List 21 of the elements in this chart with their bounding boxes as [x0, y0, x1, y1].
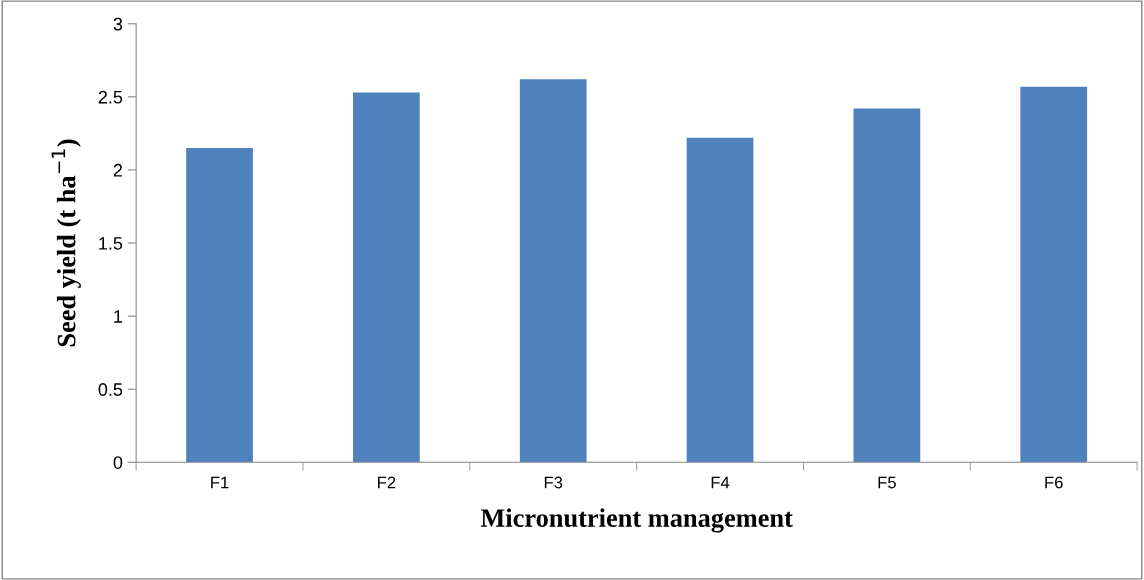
x-tick-label: F4 [711, 476, 730, 489]
x-tick-label: F2 [378, 476, 396, 489]
bar [353, 92, 420, 463]
y-tick-label: 2 [113, 163, 123, 177]
x-tick-label: F6 [1045, 476, 1063, 489]
bar [1020, 86, 1088, 463]
bar [186, 148, 253, 463]
y-tick-label: 0.5 [98, 383, 123, 396]
x-tick-label: F1 [211, 476, 229, 489]
y-tick-label: 1.5 [99, 237, 123, 250]
y-tick-label: 3 [113, 17, 123, 31]
bar [686, 137, 754, 463]
bar [519, 79, 587, 463]
y-tick-label: 2.5 [98, 90, 123, 104]
x-axis-title: Micronutrient management [480, 508, 793, 533]
x-tick-label: F3 [544, 476, 563, 489]
y-tick-label: 0 [113, 456, 123, 469]
bar [853, 108, 921, 463]
y-tick-label: 1 [114, 310, 123, 323]
y-axis-title: Seed yield (t ha$^{−1}$) [51, 139, 81, 347]
x-tick-label: F5 [878, 476, 896, 489]
